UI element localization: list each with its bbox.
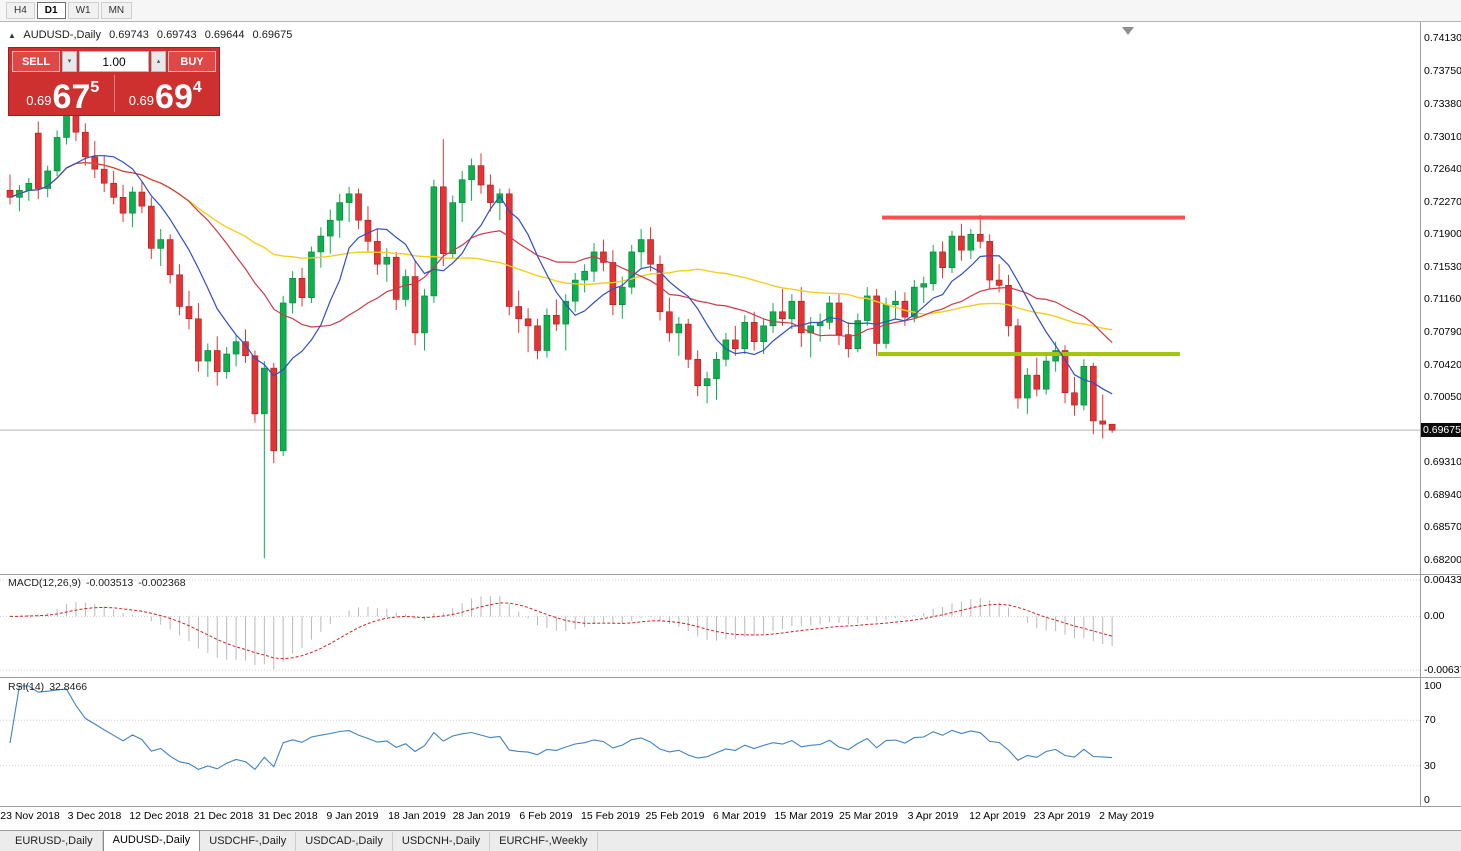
date-axis-label: 31 Dec 2018 <box>258 810 318 822</box>
candlestick-series[interactable] <box>6 100 1116 559</box>
buy-price-big-digits: 69 <box>155 78 193 117</box>
ohlc-high: 0.69743 <box>156 29 197 41</box>
chart-tabs-bar: EURUSD-,Daily AUDUSD-,Daily USDCHF-,Daily U… <box>0 830 1461 851</box>
chart-shift-marker <box>1122 27 1134 35</box>
date-axis-label: 12 Apr 2019 <box>969 810 1026 822</box>
timeframe-toolbar: H4 D1 W1 MN <box>0 0 1461 22</box>
date-axis-label: 3 Apr 2019 <box>907 810 959 822</box>
date-axis-label: 23 Nov 2018 <box>0 810 60 822</box>
volume-input[interactable] <box>79 51 149 72</box>
sell-price-pip-digit: 5 <box>90 79 100 96</box>
price-axis-label: 0.73380 <box>1424 98 1461 111</box>
ohlc-open: 0.69743 <box>109 29 149 41</box>
date-axis-label: 6 Mar 2019 <box>712 810 767 822</box>
symbol-tab-eurchf-weekly[interactable]: EURCHF-,Weekly <box>490 832 598 851</box>
price-axis-label: 0.73750 <box>1424 65 1461 78</box>
symbol-tab-eurusd-daily[interactable]: EURUSD-,Daily <box>6 832 103 851</box>
one-click-collapse-icon[interactable]: ▲ <box>8 31 16 40</box>
price-axis-label: 0.72640 <box>1424 163 1461 176</box>
timeframe-tab-h4[interactable]: H4 <box>6 2 35 19</box>
date-axis-label: 2 May 2019 <box>1099 810 1154 822</box>
price-axis-label: 0.72270 <box>1424 195 1461 208</box>
volume-spinner-button[interactable]: ▴ <box>151 51 166 72</box>
macd-title: MACD(12,26,9) <box>8 577 81 589</box>
date-axis-label: 21 Dec 2018 <box>193 810 254 822</box>
pane-borders <box>0 22 1461 807</box>
buy-button[interactable]: BUY <box>168 51 216 72</box>
macd-signal-value: -0.002368 <box>138 577 186 589</box>
symbol-tab-usdcad-daily[interactable]: USDCAD-,Daily <box>296 832 393 851</box>
timeframe-tab-mn[interactable]: MN <box>100 2 133 19</box>
rsi-axis-label: 70 <box>1424 714 1436 727</box>
price-axis-label: 0.70790 <box>1424 326 1461 338</box>
price-axis-label: 0.73010 <box>1424 130 1461 143</box>
date-axis-label: 25 Feb 2019 <box>645 810 705 822</box>
price-axis-label: 0.68200 <box>1424 554 1461 566</box>
buy-price-display[interactable]: 0.69 69 4 <box>115 75 217 117</box>
price-axis-label: 0.68570 <box>1424 521 1461 534</box>
moving-averages <box>9 155 1113 395</box>
price-axis-label: 0.70050 <box>1424 391 1461 404</box>
price-axis-label: 0.74130 <box>1424 32 1461 44</box>
chevron-up-icon: ▴ <box>156 58 161 65</box>
sell-price-display[interactable]: 0.69 67 5 <box>12 75 115 117</box>
chart-symbol-label: AUDUSD-,Daily <box>23 29 101 41</box>
price-axis-label: 0.71900 <box>1424 228 1461 241</box>
date-axis-label: 6 Feb 2019 <box>519 810 573 822</box>
one-click-trading-panel: SELL ▾ ▴ BUY 0.69 67 5 0.69 69 4 <box>8 47 220 116</box>
buy-price-pip-digit: 4 <box>192 79 202 96</box>
price-axis-label: 0.71160 <box>1424 293 1461 306</box>
grid-lines <box>0 429 1420 767</box>
ohlc-close: 0.69675 <box>252 29 293 41</box>
trend-level-line <box>878 352 1180 357</box>
date-axis-label: 9 Jan 2019 <box>326 810 379 822</box>
symbol-tab-usdchf-daily[interactable]: USDCHF-,Daily <box>200 832 297 851</box>
rsi-axis-label: 0 <box>1424 794 1430 806</box>
macd-indicator <box>9 595 1113 670</box>
date-axis-label: 15 Feb 2019 <box>581 810 640 822</box>
horizontal-level-lines[interactable] <box>878 215 1185 357</box>
volume-dropdown-button[interactable]: ▾ <box>62 51 77 72</box>
rsi-title: RSI(14) <box>8 681 45 693</box>
macd-axis-label: 0.004331 <box>1424 574 1461 586</box>
date-axis-label: 12 Dec 2018 <box>129 810 189 822</box>
date-axis-label: 23 Apr 2019 <box>1033 810 1091 822</box>
symbol-tab-audusd-daily[interactable]: AUDUSD-,Daily <box>102 830 201 851</box>
rsi-value: 32.8466 <box>49 681 88 693</box>
rsi-axis-label: 30 <box>1424 759 1436 772</box>
date-axis-label: 28 Jan 2019 <box>452 810 511 822</box>
symbol-tab-usdcnh-daily[interactable]: USDCNH-,Daily <box>393 832 491 851</box>
sell-button[interactable]: SELL <box>12 51 60 72</box>
date-axis-label: 15 Mar 2019 <box>774 810 834 822</box>
sell-price-big-digits: 67 <box>52 78 91 117</box>
date-axis-label: 18 Jan 2019 <box>388 810 446 822</box>
timeframe-tab-w1[interactable]: W1 <box>67 2 99 19</box>
price-axis-label: 0.70420 <box>1424 358 1461 371</box>
price-axis-label: 0.69310 <box>1424 456 1461 469</box>
macd-pane-label: MACD(12,26,9) -0.003513 -0.002368 <box>8 577 191 589</box>
timeframe-tab-d1[interactable]: D1 <box>36 2 66 19</box>
current-price-tag: 0.69675 <box>1421 423 1461 438</box>
date-axis-label: 25 Mar 2019 <box>839 810 898 822</box>
chart-ohlc-header: ▲ AUDUSD-,Daily 0.69743 0.69743 0.69644 … <box>8 29 297 41</box>
rsi-indicator <box>9 685 1113 771</box>
date-axis-label: 3 Dec 2018 <box>67 810 122 822</box>
macd-axis-label: -0.006373 <box>1424 664 1461 676</box>
sell-price-prefix: 0.69 <box>26 93 52 108</box>
buy-price-prefix: 0.69 <box>128 93 155 108</box>
macd-axis-label: 0.00 <box>1424 610 1445 623</box>
rsi-pane-label: RSI(14) 32.8466 <box>8 681 92 693</box>
macd-main-value: -0.003513 <box>85 577 134 589</box>
price-axis-label: 0.71530 <box>1424 260 1461 273</box>
price-axis-label: 0.68940 <box>1424 488 1461 501</box>
trend-level-line <box>882 215 1185 220</box>
chevron-down-icon: ▾ <box>67 58 72 65</box>
rsi-axis-label: 100 <box>1424 680 1442 692</box>
ohlc-low: 0.69644 <box>204 29 245 41</box>
